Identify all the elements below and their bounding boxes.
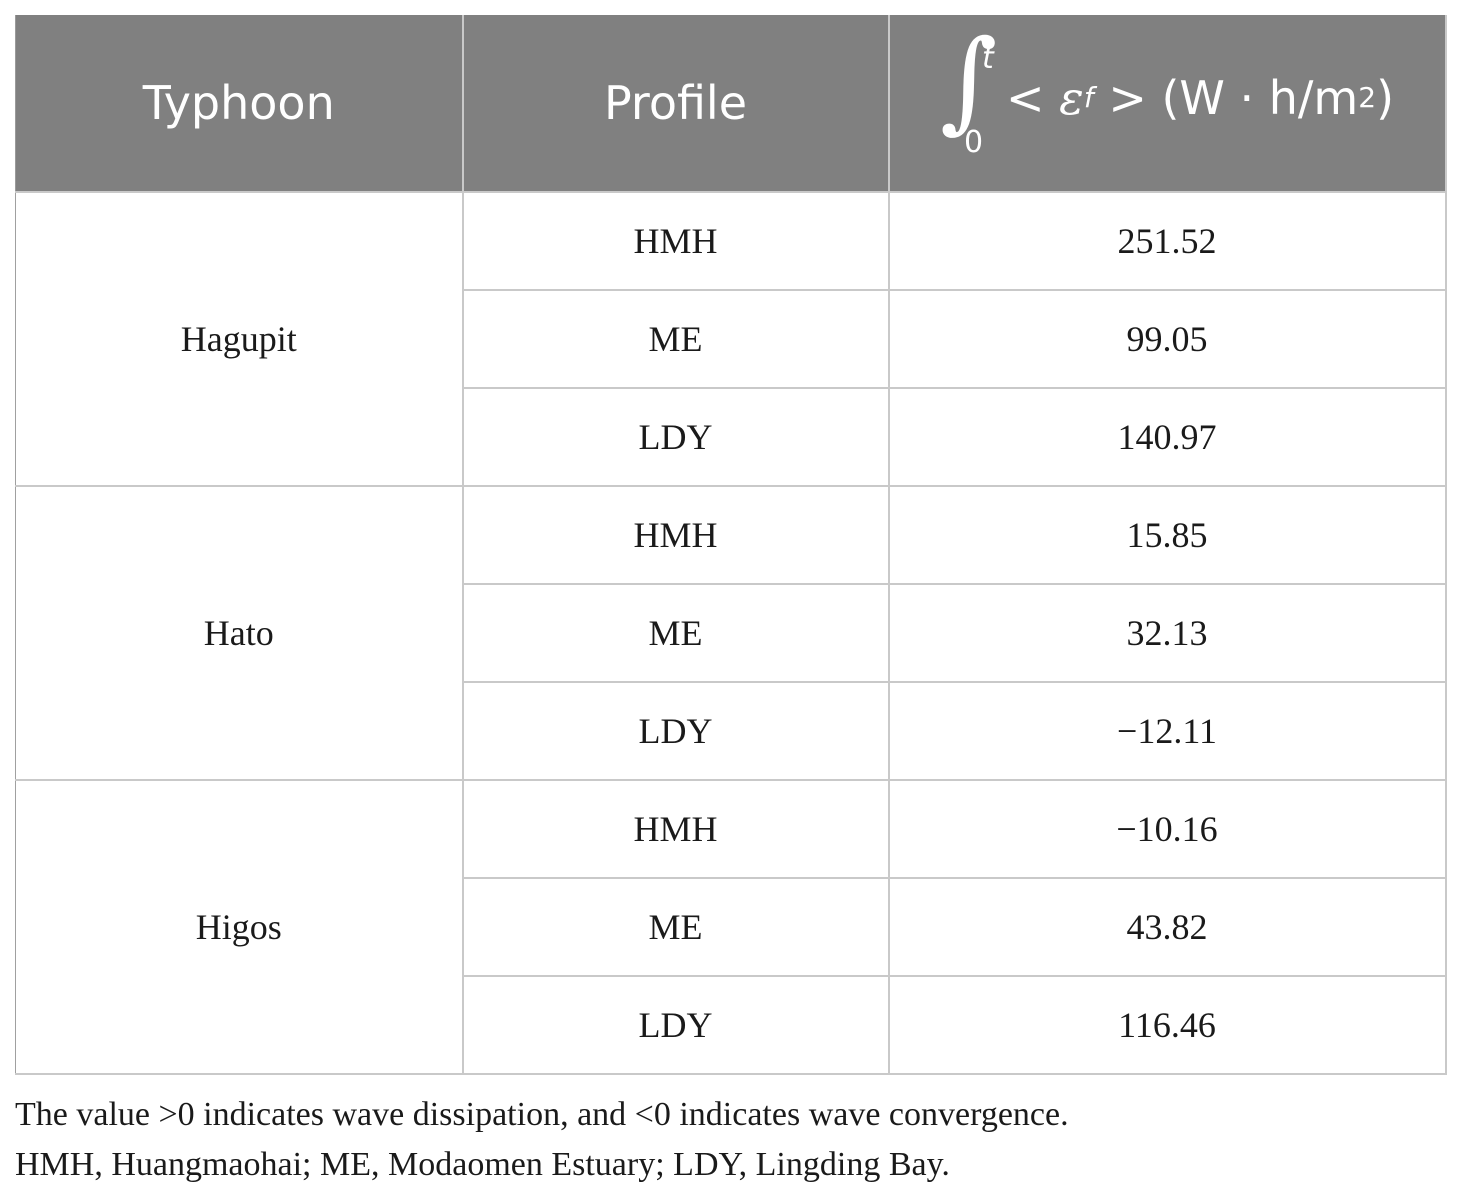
table-row: ME 99.05 — [16, 289, 1447, 389]
formula-unit-close: ) — [1376, 70, 1395, 125]
profile-cell: LDY — [461, 387, 890, 487]
header-energy-integral: ∫ t 0 < ε f > (W · h/m 2) — [887, 15, 1447, 192]
typhoon-cell-hato: Hato — [15, 485, 464, 781]
value-cell: 251.52 — [887, 191, 1447, 291]
integral-symbol: ∫ t 0 — [939, 15, 998, 160]
profile-cell: HMH — [461, 779, 890, 879]
value-cell: 116.46 — [887, 975, 1447, 1075]
value-cell: 99.05 — [887, 289, 1447, 389]
profile-cell: LDY — [461, 975, 890, 1075]
value-cell: −10.16 — [887, 779, 1447, 879]
profile-cell: ME — [461, 289, 890, 389]
typhoon-cell-hagupit: Hagupit — [15, 191, 464, 487]
formula-greater-than: > — [1108, 70, 1147, 125]
table-footnotes: The value >0 indicates wave dissipation,… — [15, 1090, 1445, 1190]
typhoon-cell-higos: Higos — [15, 779, 464, 1075]
table-row: Hagupit HMH 251.52 — [15, 191, 1447, 487]
header-row: Typhoon Profile ∫ t 0 < ε f — [15, 15, 1447, 192]
profile-cell: ME — [461, 583, 890, 683]
value-cell: 15.85 — [887, 485, 1447, 585]
profile-cell: HMH — [461, 191, 890, 291]
formula-epsilon-subscript: f — [1083, 81, 1094, 114]
footnote-abbreviations: HMH, Huangmaohai; ME, Modaomen Estuary; … — [15, 1146, 950, 1183]
profile-cell: LDY — [461, 681, 890, 781]
integral-upper-limit: t — [981, 40, 994, 76]
value-cell: 32.13 — [887, 583, 1447, 683]
formula-epsilon: ε — [1059, 70, 1084, 125]
table-row: Higos HMH −10.16 — [15, 779, 1447, 1075]
table-row: LDY −12.11 — [16, 681, 1447, 781]
table-row: LDY 116.46 — [16, 975, 1447, 1075]
formula-unit-open: (W · h/m — [1161, 70, 1359, 125]
integral-lower-limit: 0 — [963, 124, 984, 160]
integral-formula: ∫ t 0 < ε f > (W · h/m 2) — [939, 15, 1395, 163]
profile-cell: HMH — [461, 485, 890, 585]
table-row: Hato HMH 15.85 — [15, 485, 1447, 781]
footnote-sign-convention: The value >0 indicates wave dissipation,… — [15, 1096, 1069, 1133]
table-body: Hagupit HMH 251.52 ME 99.05 LDY 140.97 H… — [15, 191, 1447, 1075]
header-typhoon: Typhoon — [15, 15, 464, 192]
value-cell: 43.82 — [887, 877, 1447, 977]
table-row: LDY 140.97 — [16, 387, 1447, 487]
wave-energy-table: Typhoon Profile ∫ t 0 < ε f — [15, 15, 1447, 1075]
table-row: ME 32.13 — [16, 583, 1447, 683]
header-profile: Profile — [461, 15, 890, 192]
data-table-container: Typhoon Profile ∫ t 0 < ε f — [15, 15, 1447, 1075]
value-cell: −12.11 — [887, 681, 1447, 781]
formula-less-than: < — [1005, 70, 1045, 125]
formula-unit-superscript: 2 — [1358, 81, 1377, 114]
value-cell: 140.97 — [887, 387, 1447, 487]
table-header: Typhoon Profile ∫ t 0 < ε f — [15, 15, 1447, 192]
table-row: ME 43.82 — [16, 877, 1447, 977]
profile-cell: ME — [461, 877, 890, 977]
